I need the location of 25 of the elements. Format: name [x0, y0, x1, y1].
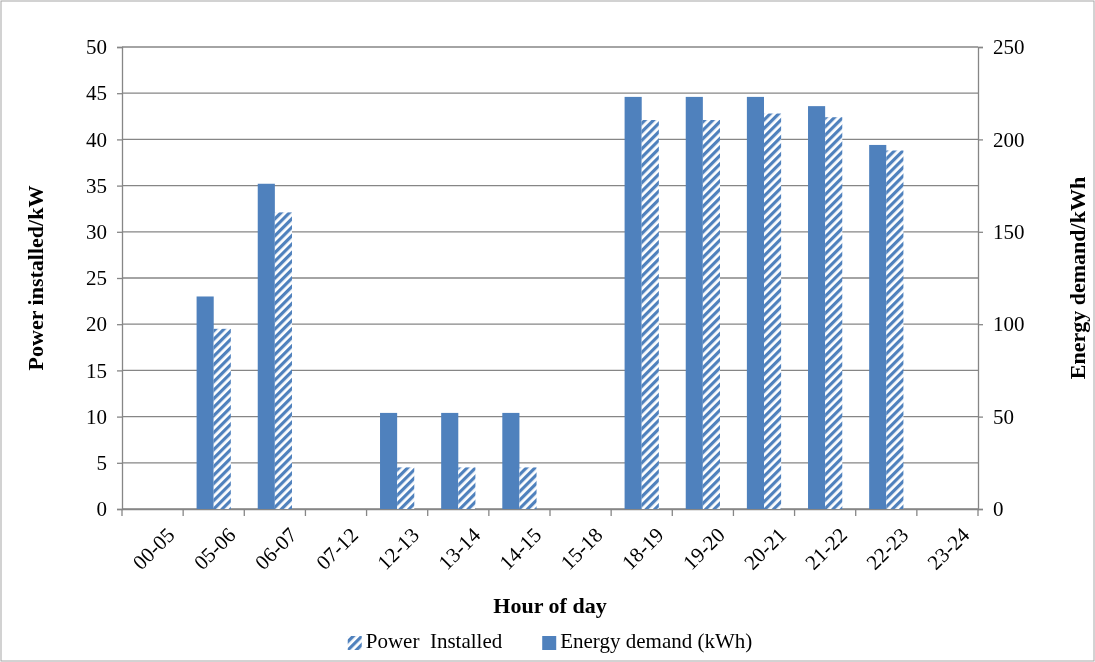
- legend-label: Power Installed: [365, 629, 503, 653]
- legend-label: Energy demand (kWh): [560, 629, 753, 653]
- y2-tick-label: 50: [993, 404, 1014, 429]
- y-axis-title: Power installed/kW: [23, 185, 48, 371]
- bar: [441, 412, 459, 509]
- y2-tick-label: 150: [993, 220, 1025, 245]
- y2-tick-label: 200: [993, 127, 1025, 152]
- y2-tick-label: 250: [993, 35, 1025, 60]
- y-tick-label: 30: [86, 220, 107, 245]
- y-tick-label: 35: [86, 173, 107, 198]
- y-tick-label: 40: [86, 127, 107, 152]
- y2-axis-title: Energy demand/kWh: [1065, 176, 1090, 380]
- y-tick-label: 10: [86, 404, 107, 429]
- y-tick-label: 25: [86, 266, 107, 291]
- y-tick-label: 50: [86, 35, 107, 60]
- y2-tick-label: 0: [993, 497, 1004, 522]
- y-tick-label: 0: [96, 497, 107, 522]
- y2-tick-label: 100: [993, 312, 1025, 337]
- y-tick-label: 5: [96, 451, 107, 476]
- bar: [380, 412, 398, 509]
- y-tick-label: 15: [86, 358, 107, 383]
- bar: [502, 412, 520, 509]
- y-tick-label: 20: [86, 312, 107, 337]
- y-tick-label: 45: [86, 81, 107, 106]
- x-axis-title: Hour of day: [493, 593, 607, 618]
